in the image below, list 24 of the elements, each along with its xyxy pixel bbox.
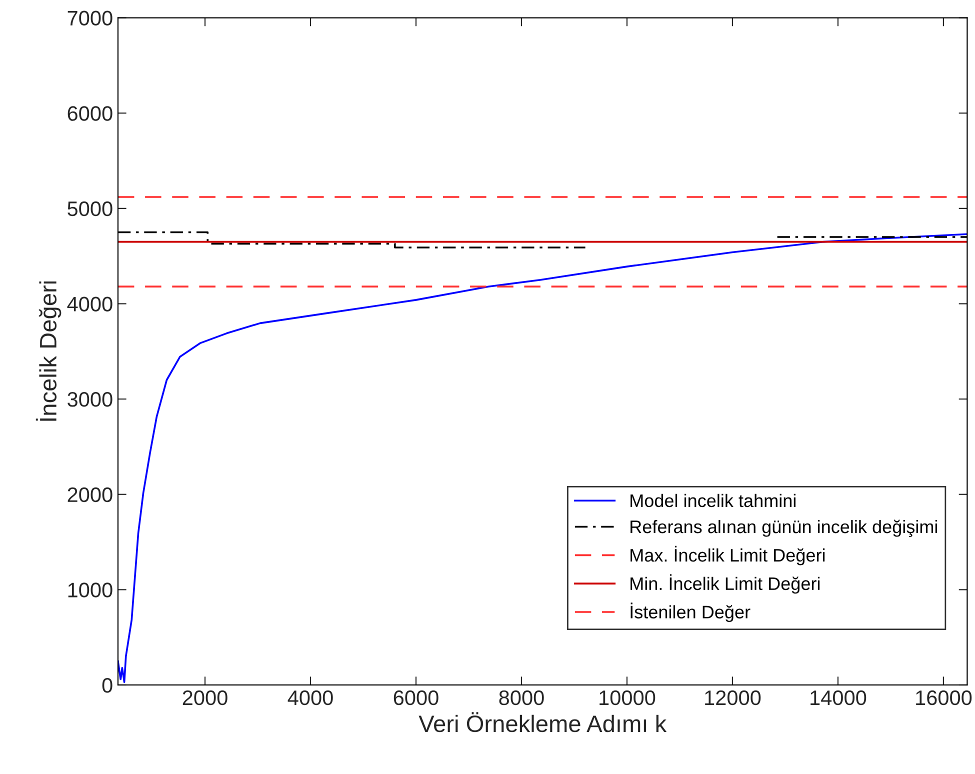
y-tick-label: 4000	[67, 296, 112, 312]
x-tick-label: 10000	[600, 690, 656, 706]
x-axis-title: Veri Örnekleme Adımı k	[418, 712, 667, 732]
legend-label: Model incelik tahmini	[630, 494, 796, 508]
legend-label: Min. İncelik Limit Değeri	[630, 574, 820, 594]
legend-label: İstenilen Değer	[630, 602, 750, 622]
y-tick-label: 3000	[68, 392, 112, 407]
y-tick-label: 2000	[68, 487, 112, 502]
x-tick-label: 4000	[288, 690, 333, 706]
legend-label: Referans alınan günün incelik değişimi	[630, 520, 938, 537]
y-tick-label: 7000	[68, 10, 112, 26]
y-tick-label: 1000	[68, 582, 112, 598]
x-tick-label: 8000	[499, 690, 544, 706]
y-tick-label: 5000	[68, 201, 112, 216]
x-tick-label: 6000	[394, 690, 438, 706]
y-tick-label: 0	[102, 678, 112, 693]
legend-label: Max. İncelik Limit Değeri	[630, 546, 825, 566]
x-tick-label: 12000	[705, 690, 761, 706]
x-tick-label: 16000	[916, 690, 972, 706]
y-tick-label: 6000	[68, 106, 112, 121]
x-tick-label: 14000	[810, 690, 866, 706]
x-tick-label: 2000	[182, 690, 228, 706]
y-axis-title: İncelik Değeri	[36, 281, 62, 421]
line-series	[118, 233, 968, 684]
